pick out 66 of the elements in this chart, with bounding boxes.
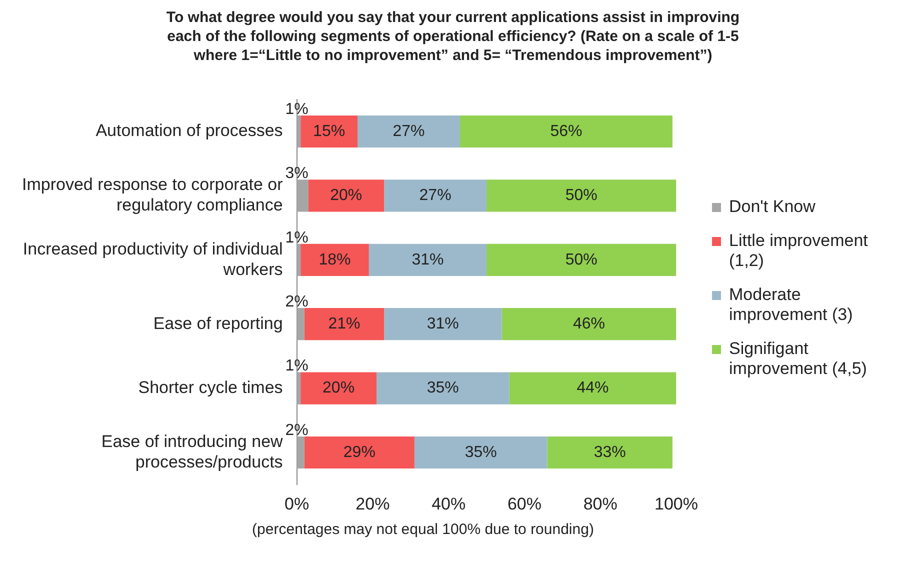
data-label: 46%: [572, 316, 605, 333]
data-label: 50%: [565, 187, 598, 204]
data-label: 50%: [565, 251, 598, 268]
data-label: 20%: [322, 380, 355, 397]
data-label: 2%: [285, 293, 308, 310]
data-label: 27%: [392, 122, 425, 140]
legend-label: Little improvement (1,2): [729, 231, 869, 271]
y-tick-label: Ease of introducing new processes/products: [101, 432, 284, 472]
x-tick-label: 60%: [507, 494, 542, 514]
bar: [300, 115, 358, 148]
data-label: 20%: [330, 187, 362, 204]
x-tick-label: 0%: [284, 494, 310, 514]
bar: [384, 308, 502, 340]
bar: [304, 308, 384, 340]
bar: [368, 244, 487, 276]
bar: [300, 244, 369, 276]
data-label: 29%: [343, 444, 376, 461]
bar: [300, 372, 376, 404]
text: (percentages may not equal 100% due to rounding): [251, 521, 595, 538]
bar: [384, 180, 487, 212]
legend-label: Don't Know: [729, 197, 816, 217]
bar: [296, 180, 308, 212]
bar: [308, 180, 384, 212]
data-label: 1%: [285, 229, 308, 246]
data-label: 27%: [419, 187, 452, 204]
bar: [460, 115, 672, 148]
bar: [296, 372, 301, 404]
data-label: 33%: [594, 444, 626, 461]
bar: [486, 244, 676, 276]
bar: [296, 115, 301, 148]
data-label: 1%: [285, 358, 308, 375]
data-label: 15%: [313, 122, 346, 140]
y-tick-label: Increased productivity of individual workers: [22, 239, 283, 279]
chart-title: To what degree would you say that your current applications assist in improving each of the following segments of operational efficiency? (Rate on a scale of 1-5 where 1=“Little to no improvement” and 5= “Tremendous improvement”): [165, 8, 741, 65]
x-tick-label: 80%: [583, 494, 618, 514]
data-label: 31%: [412, 251, 444, 268]
data-label: 56%: [550, 122, 582, 140]
bar: [358, 115, 460, 148]
data-label: 21%: [328, 316, 360, 333]
data-label: 44%: [576, 380, 609, 397]
data-label: 35%: [464, 444, 497, 461]
bar: [296, 244, 301, 276]
data-label: 2%: [285, 422, 308, 439]
y-tick-label: Shorter cycle times: [138, 378, 283, 397]
legend-label: Moderate improvement (3): [729, 285, 854, 325]
y-tick-label: Improved response to corporate or regulatory compliance: [22, 175, 284, 215]
bar: [376, 372, 510, 404]
bar: [502, 308, 676, 340]
data-label: 35%: [426, 380, 459, 397]
bar: [486, 180, 676, 212]
legend-label: Signifigant improvement (4,5): [729, 339, 868, 379]
x-tick-label: 100%: [654, 494, 698, 514]
bar: [296, 436, 304, 469]
bar: [304, 436, 414, 469]
data-label: 1%: [285, 100, 308, 118]
bar: [547, 436, 672, 469]
x-tick-label: 40%: [432, 494, 466, 514]
bar: [296, 308, 304, 340]
y-tick-label: Automation of processes: [96, 121, 283, 140]
data-label: 31%: [426, 316, 459, 333]
x-tick-label: 20%: [356, 494, 390, 514]
data-label: 3%: [285, 165, 308, 182]
bar: [509, 372, 676, 404]
y-tick-label: Ease of reporting: [153, 314, 283, 333]
data-label: 18%: [318, 251, 351, 268]
bar: [414, 436, 548, 469]
